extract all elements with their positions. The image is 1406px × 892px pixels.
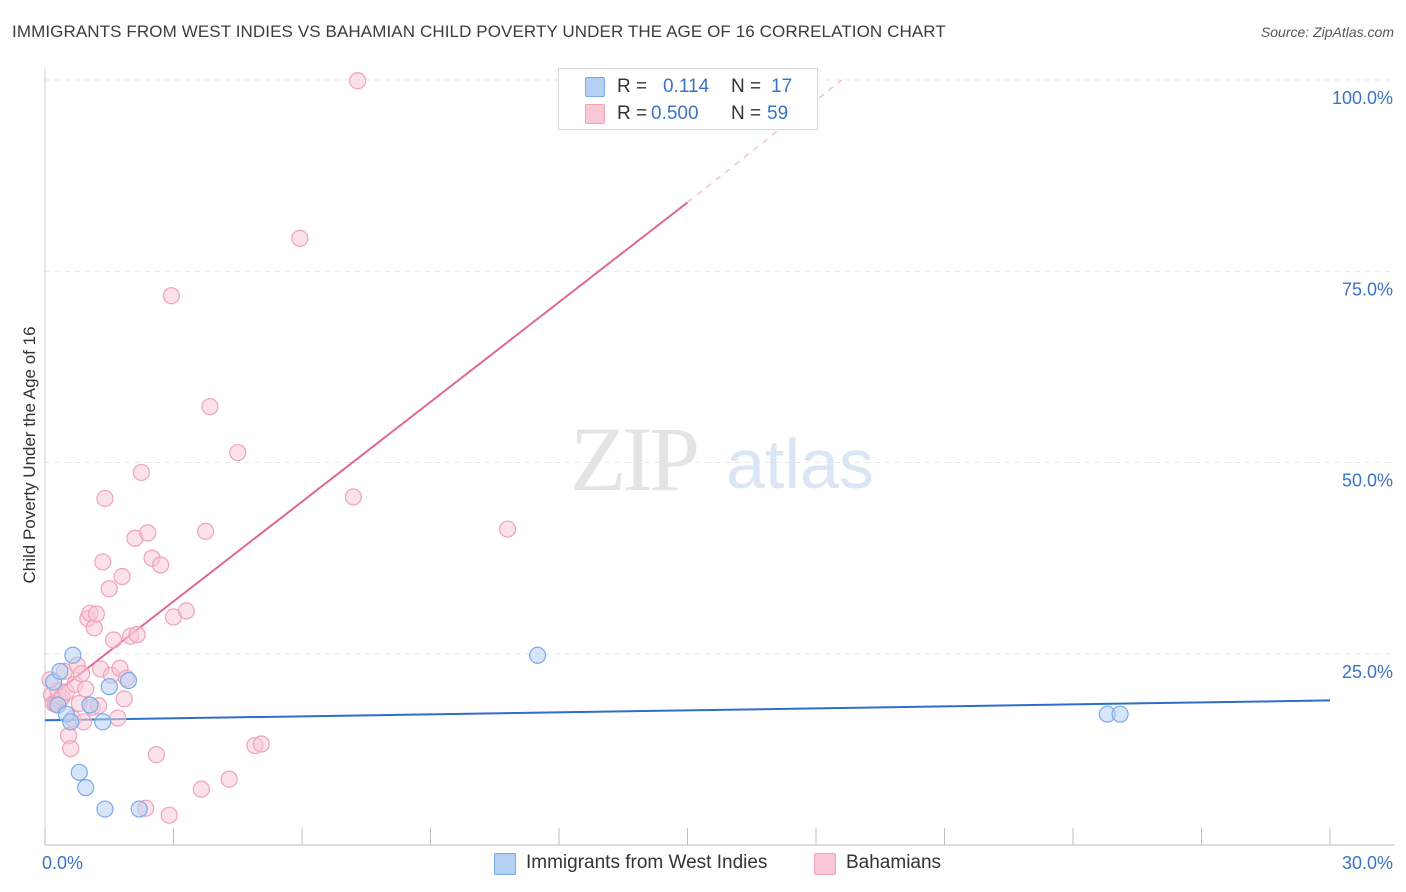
watermark-zip: ZIP [570,408,697,510]
point-bahamians [349,72,367,90]
point-bahamians [62,740,80,758]
trend-line-west-indies [44,699,1331,722]
point-bahamians [220,770,238,788]
point-bahamians [100,580,118,598]
point-bahamians [201,398,219,416]
point-west-indies [130,800,148,818]
point-west-indies [119,671,138,690]
point-west-indies [70,763,88,781]
data-points [41,72,1129,824]
bottom-legend-label: Bahamians [846,852,942,873]
legend-n-label: N = [731,103,762,124]
point-bahamians [229,443,247,462]
trend-line-extension [687,79,843,203]
legend-r-value: 0.500 [651,103,699,124]
legend-n-label: N = [731,76,762,97]
point-west-indies [81,696,99,714]
trend-line-bahamians [44,201,689,702]
bottom-legend-label: Immigrants from West Indies [526,852,768,873]
x-tick-label: 0.0% [42,853,83,873]
point-bahamians [87,605,106,623]
point-bahamians [252,735,270,753]
legend-n-value: 17 [771,76,793,97]
point-west-indies [62,713,80,731]
point-bahamians [147,746,165,764]
point-west-indies [77,779,95,797]
legend-swatch-west-indies [585,77,605,97]
y-tick-label: 100.0% [1332,88,1393,108]
point-west-indies [528,646,547,664]
tick-labels: 25.0% 50.0% 75.0% 100.0% 0.0% 30.0% [42,88,1393,873]
axes [44,68,1395,846]
watermark-atlas: atlas [726,425,874,503]
point-bahamians [160,806,178,824]
point-bahamians [291,229,309,247]
point-bahamians [152,556,170,574]
y-tick-label: 75.0% [1342,279,1393,299]
point-bahamians [77,680,95,698]
point-bahamians [499,520,517,538]
legend-r-value: 0.114 [663,76,710,97]
point-bahamians [72,665,91,683]
gridlines [45,79,1395,655]
y-tick-label: 50.0% [1342,471,1393,491]
point-bahamians [192,780,210,798]
point-bahamians [132,463,150,482]
bottom-legend-swatch-west-indies [494,853,516,875]
legend-r-label: R = [617,103,648,124]
y-tick-label: 25.0% [1342,662,1393,682]
point-bahamians [162,287,180,305]
legend-swatch-bahamians [585,104,605,124]
chart-title: IMMIGRANTS FROM WEST INDIES VS BAHAMIAN … [12,22,946,41]
point-bahamians [344,488,362,506]
point-west-indies [64,646,82,664]
trend-lines [44,79,1331,722]
point-west-indies [51,662,69,680]
point-bahamians [139,524,157,542]
x-tick-label: 30.0% [1342,853,1393,873]
point-bahamians [104,631,123,649]
legend-r-label: R = [617,76,648,97]
point-bahamians [197,522,215,540]
legend-n-value: 59 [767,103,789,124]
point-bahamians [94,553,112,571]
point-west-indies [96,800,114,818]
point-west-indies [100,678,118,696]
source-label: Source: ZipAtlas.com [1260,24,1394,40]
point-bahamians [115,690,133,708]
point-bahamians [96,489,114,508]
point-west-indies [94,713,112,731]
point-bahamians [128,626,146,644]
point-bahamians [109,709,127,727]
point-bahamians [177,602,195,620]
bottom-legend-swatch-bahamians [814,853,836,875]
stats-legend: R = 0.114 N = 17 R = 0.500 N = 59 [558,68,818,130]
point-bahamians [113,567,131,586]
point-west-indies [1111,705,1129,723]
